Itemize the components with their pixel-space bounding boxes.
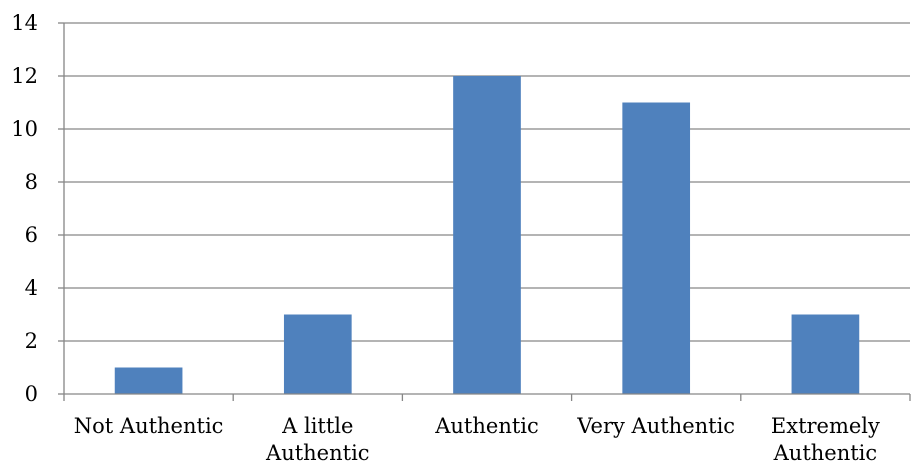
x-tick-label: Authentic: [265, 441, 370, 465]
y-tick-label: 8: [25, 170, 38, 194]
axes: [58, 22, 911, 401]
bar: [622, 102, 691, 394]
y-tick-label: 4: [25, 276, 38, 300]
bar: [453, 76, 521, 394]
y-tick-label: 14: [11, 11, 38, 35]
x-tick-label: Extremely: [771, 414, 880, 438]
bar: [791, 314, 860, 394]
bar: [114, 367, 183, 394]
x-tick-label: Not Authentic: [74, 414, 224, 438]
y-tick-label: 10: [11, 117, 38, 141]
y-tick-label: 2: [25, 329, 38, 353]
x-tick-label: Very Authentic: [576, 414, 735, 438]
y-tick-label: 12: [11, 64, 38, 88]
x-tick-label: Authentic: [773, 441, 878, 465]
x-tick-label: A little: [281, 414, 353, 438]
tick-labels: 0 2 4 6 8 10 12 14 Not Authentic A little Authenti…: [11, 11, 880, 465]
x-tick-label: Authentic: [434, 414, 539, 438]
y-tick-label: 6: [25, 223, 38, 247]
bars: [114, 76, 860, 394]
bar: [283, 314, 352, 394]
y-tick-label: 0: [25, 382, 38, 406]
